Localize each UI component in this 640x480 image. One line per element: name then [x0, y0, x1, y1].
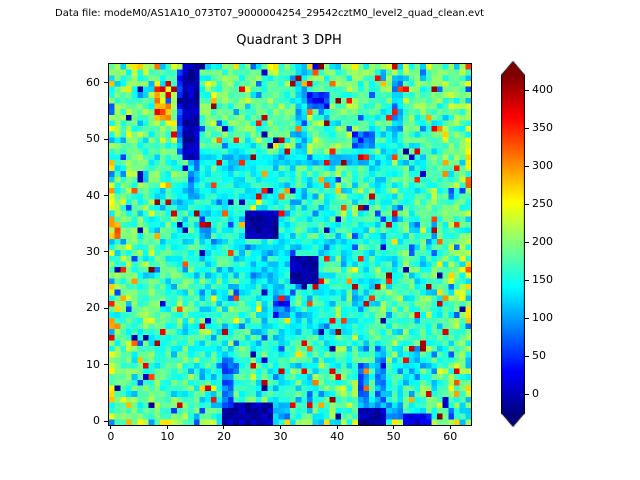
colorbar-tick-mark: [525, 241, 529, 243]
y-tick-mark: [104, 82, 108, 84]
colorbar-tick-label: 400: [532, 83, 553, 97]
colorbar-tick-mark: [525, 89, 529, 91]
colorbar-tick-mark: [525, 203, 529, 205]
y-tick-label: 20: [86, 301, 100, 315]
y-tick-mark: [104, 420, 108, 422]
x-tick-mark: [110, 425, 112, 429]
y-tick-mark: [104, 251, 108, 253]
y-tick-label: 60: [86, 75, 100, 89]
colorbar-tick-mark: [525, 317, 529, 319]
x-tick-label: 30: [273, 430, 288, 443]
y-tick-mark: [104, 138, 108, 140]
colorbar-tick-label: 250: [532, 197, 553, 211]
y-tick-label: 0: [93, 414, 100, 428]
y-tick-label: 30: [86, 244, 100, 258]
colorbar-tick-mark: [525, 127, 529, 129]
x-tick-label: 40: [330, 430, 345, 443]
y-tick-mark: [104, 307, 108, 309]
colorbar-tick-label: 0: [532, 387, 539, 400]
x-tick-label: 10: [160, 430, 175, 443]
y-tick-label: 40: [86, 188, 100, 202]
chart-title: Quadrant 3 DPH: [236, 33, 342, 48]
colorbar-tick-label: 200: [532, 235, 553, 249]
x-tick-label: 0: [107, 430, 115, 443]
colorbar-tick-mark: [525, 165, 529, 167]
x-tick-mark: [336, 425, 338, 429]
datafile-label: Data file: modeM0/AS1A10_073T07_90000042…: [55, 8, 485, 19]
x-tick-mark: [280, 425, 282, 429]
colorbar-tick-label: 100: [532, 311, 553, 325]
colorbar-tick-label: 300: [532, 159, 553, 173]
x-tick-mark: [166, 425, 168, 429]
x-tick-mark: [393, 425, 395, 429]
colorbar-tick-mark: [525, 279, 529, 281]
x-tick-label: 50: [386, 430, 401, 443]
heatmap-canvas: [109, 64, 471, 425]
x-tick-label: 20: [216, 430, 231, 443]
colorbar-tick-label: 150: [532, 273, 553, 287]
colorbar: [501, 61, 525, 427]
plot-area: [108, 63, 472, 426]
colorbar-tick-label: 50: [532, 349, 546, 363]
colorbar-tick-mark: [525, 393, 529, 395]
x-tick-mark: [449, 425, 451, 429]
y-tick-label: 10: [86, 357, 100, 371]
y-tick-mark: [104, 364, 108, 366]
y-tick-label: 50: [86, 132, 100, 146]
x-tick-label: 60: [443, 430, 458, 443]
x-tick-mark: [223, 425, 225, 429]
colorbar-tick-mark: [525, 355, 529, 357]
y-tick-mark: [104, 195, 108, 197]
colorbar-tick-label: 350: [532, 121, 553, 135]
